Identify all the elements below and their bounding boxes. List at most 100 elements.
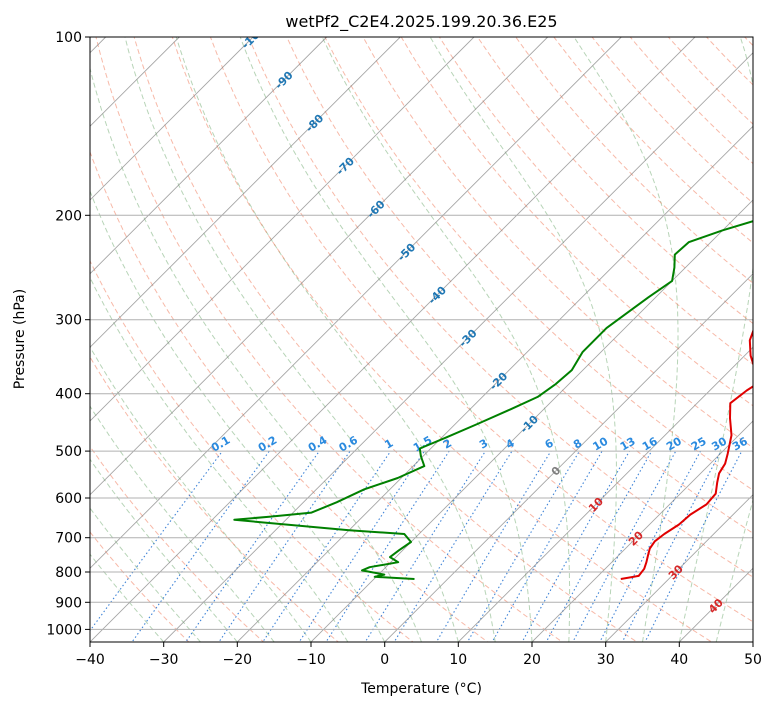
isotherm-label: 40 <box>706 596 726 616</box>
plot-area: 0.1 0.2 0.4 0.6 1 1.5 2 3 4 6 8 10 13 16 20 25 30 36-100-… <box>90 24 775 654</box>
dry-adiabat <box>705 37 753 86</box>
isotherm <box>384 273 753 642</box>
isotherm-label: -80 <box>303 111 326 134</box>
mixing-ratio-line <box>644 450 743 642</box>
mixing-ratio-line <box>131 450 270 642</box>
moist-adiabat <box>124 37 459 642</box>
isotherm <box>531 420 753 642</box>
moist-adiabat <box>90 66 422 642</box>
dry-adiabat <box>248 37 753 578</box>
dry-adiabat <box>209 37 753 623</box>
isotherm-label: 20 <box>626 528 646 548</box>
x-tick-label: −10 <box>296 652 326 668</box>
moist-adiabat <box>175 37 496 642</box>
isotherm <box>752 641 753 642</box>
isotherm-label: -40 <box>426 283 449 306</box>
y-tick-label: 500 <box>55 444 82 460</box>
x-tick-label: 40 <box>670 652 688 668</box>
dry-adiabat <box>90 445 265 642</box>
isotherm <box>678 567 753 642</box>
isotherm <box>310 199 753 642</box>
dry-adiabat <box>770 24 775 654</box>
moist-adiabat <box>573 37 679 642</box>
mixing-ratio-line <box>599 450 701 642</box>
dry-adiabat <box>591 37 753 204</box>
mixing-ratio-line <box>393 450 513 642</box>
x-tick-label: −40 <box>75 652 105 668</box>
moist-adiabat <box>90 189 386 642</box>
x-tick-label: −30 <box>149 652 179 668</box>
isotherm <box>90 37 549 496</box>
y-axis: 100 200 300 400 500 600 700 800 900 1000 <box>46 30 90 638</box>
dry-adiabat <box>476 37 753 325</box>
dry-adiabat <box>90 150 489 642</box>
isotherm <box>90 37 328 275</box>
mixing-ratio-line <box>325 450 450 642</box>
x-axis-label: Temperature (°C) <box>360 681 482 697</box>
dry-adiabat <box>286 37 753 534</box>
dry-adiabat <box>438 37 753 366</box>
y-tick-label: 900 <box>55 595 82 611</box>
dry-adiabat <box>90 356 340 642</box>
dry-adiabat <box>553 37 753 244</box>
mixing-ratio-line <box>262 450 392 642</box>
dry-adiabat <box>400 37 753 407</box>
isotherm <box>90 37 475 422</box>
moist-adiabat <box>321 37 571 642</box>
y-tick-label: 800 <box>55 565 82 581</box>
dry-adiabat <box>133 37 638 642</box>
sounding-profiles <box>233 220 753 580</box>
moist-adiabat <box>90 458 238 642</box>
moist-adiabat <box>90 405 275 642</box>
mixing-ratio-line <box>621 450 722 642</box>
isotherm-label: -70 <box>334 154 357 177</box>
isotherm <box>163 52 753 642</box>
isotherm-label: 0 <box>549 464 564 479</box>
moist-adiabat <box>239 37 533 642</box>
isotherm <box>236 125 753 642</box>
dry-adiabat <box>743 37 753 47</box>
x-axis: −40 −30 −20 −10 0 10 20 30 40 50 <box>75 642 762 668</box>
dry-adiabat <box>95 37 564 642</box>
dry-adiabat <box>90 259 414 642</box>
isotherm <box>90 37 622 569</box>
x-tick-label: −20 <box>223 652 253 668</box>
y-tick-label: 100 <box>55 30 82 46</box>
y-tick-label: 300 <box>55 313 82 329</box>
mixing-ratio-label: 4 <box>504 436 517 451</box>
moist-adiabat <box>90 507 201 642</box>
x-tick-label: 20 <box>523 652 541 668</box>
mixing-ratio-line <box>185 450 320 642</box>
x-tick-label: 30 <box>597 652 615 668</box>
x-tick-label: 10 <box>449 652 467 668</box>
isotherm-label: -10 <box>518 412 541 435</box>
isotherm <box>90 37 254 201</box>
y-tick-label: 700 <box>55 531 82 547</box>
moist-adiabat <box>90 276 349 642</box>
moist-adiabat <box>715 497 753 642</box>
mixing-ratio-line <box>298 450 425 642</box>
dry-adiabat <box>667 37 753 125</box>
isotherm <box>605 494 753 642</box>
isotherm-label: -90 <box>272 68 295 91</box>
isotherm <box>90 37 696 642</box>
y-tick-label: 400 <box>55 387 82 403</box>
chart-title: wetPf2_C2E4.2025.199.20.36.E25 <box>285 12 557 32</box>
temperature-profile <box>620 328 753 580</box>
isotherm <box>90 37 401 348</box>
mixing-ratio-line <box>545 450 653 642</box>
isotherm-label: -50 <box>395 240 418 263</box>
isotherm-label: -20 <box>487 369 510 392</box>
mixing-ratio-lines <box>90 450 743 642</box>
dry-adiabats <box>90 24 775 654</box>
moist-adiabats <box>90 37 753 642</box>
moist-adiabat <box>678 37 753 642</box>
plot-frame <box>89 36 754 643</box>
dry-adiabat <box>171 37 713 642</box>
dry-adiabat <box>362 37 753 449</box>
mixing-ratio-label: 6 <box>543 436 556 451</box>
isotherms <box>90 37 753 642</box>
moist-adiabat <box>429 37 617 642</box>
dewpoint-profile <box>233 220 753 580</box>
